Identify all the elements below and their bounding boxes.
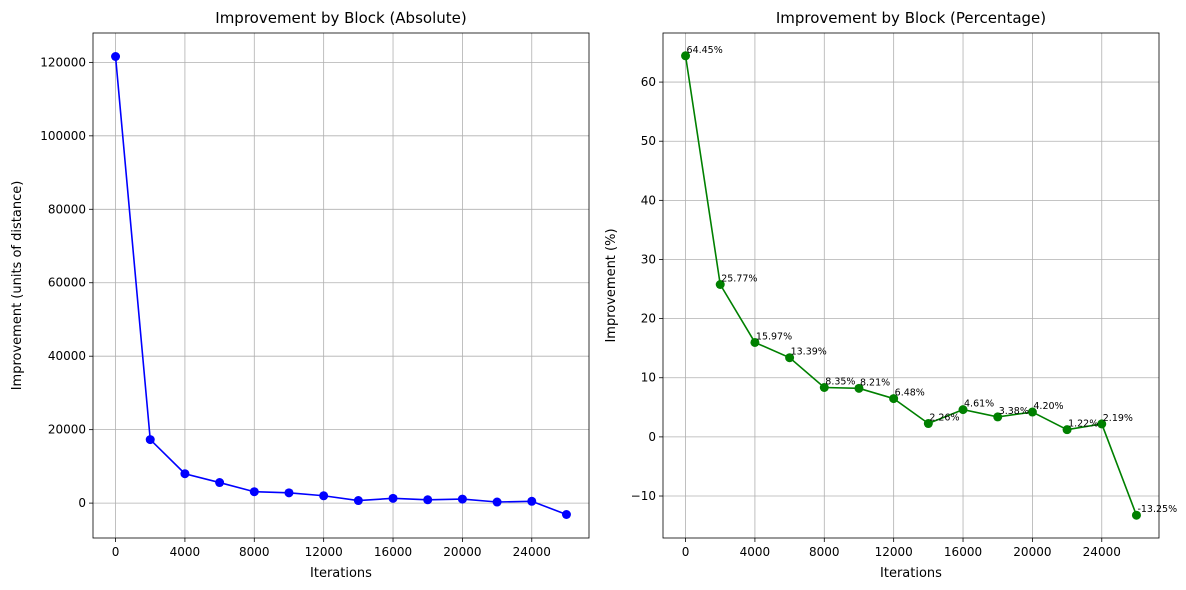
x-axis-label: Iterations [880, 566, 942, 581]
chart-panel-2: 0 4000 8000 12000 16000 20000 24000 −10 0 10 20 30 4… [604, 9, 1177, 581]
series-line [114, 56, 567, 516]
x-tick-label: 0 [112, 545, 120, 559]
series-line [684, 55, 1138, 516]
y-tick-label: 60 [641, 75, 656, 89]
y-tick-label: 60000 [48, 276, 86, 290]
y-tick-label: 0 [648, 430, 656, 444]
y-tick-label: 100000 [40, 129, 86, 143]
data-point [249, 487, 259, 497]
y-tick-label: 20000 [48, 423, 86, 437]
data-point [388, 493, 398, 503]
axes-frame [662, 32, 1160, 539]
data-label: 8.35% [825, 377, 855, 388]
data-label: -13.25% [1137, 504, 1177, 515]
data-point [527, 496, 537, 506]
x-tick-label: 12000 [305, 545, 343, 559]
data-point [1097, 419, 1107, 429]
data-label: 25.77% [721, 273, 757, 284]
y-tick-label: 0 [78, 496, 86, 510]
x-tick-label: 24000 [513, 545, 551, 559]
data-label: 3.38% [999, 406, 1029, 417]
data-point [681, 51, 691, 61]
data-point [923, 419, 933, 429]
data-point [715, 279, 725, 289]
x-tick-label: 8000 [239, 545, 270, 559]
data-label: 4.61% [964, 399, 994, 410]
x-tick-label: 20000 [443, 545, 481, 559]
data-point [1131, 510, 1141, 520]
y-tick-label: 20 [641, 312, 656, 326]
data-point [561, 509, 571, 519]
data-point [1027, 407, 1037, 417]
data-point [889, 394, 899, 404]
data-point [854, 383, 864, 393]
data-point [958, 405, 968, 415]
data-point [785, 353, 795, 363]
y-tick-label: 120000 [40, 55, 86, 69]
chart-title: Improvement by Block (Percentage) [776, 9, 1046, 27]
data-label: 8.21% [860, 377, 890, 388]
y-tick-label: 30 [641, 252, 656, 266]
data-point [423, 495, 433, 505]
data-label: 6.48% [895, 388, 925, 399]
axes-frame [92, 32, 590, 539]
y-axis-label: Improvement (%) [604, 228, 619, 342]
data-label: 1.22% [1068, 419, 1098, 430]
data-label: 13.39% [791, 347, 827, 358]
x-tick-label: 16000 [374, 545, 412, 559]
x-tick-label: 0 [682, 545, 690, 559]
y-tick-label: 80000 [48, 202, 86, 216]
y-tick-label: −10 [631, 489, 656, 503]
x-axis-label: Iterations [310, 566, 372, 581]
y-tick-label: 50 [641, 134, 656, 148]
x-tick-label: 24000 [1083, 545, 1121, 559]
data-point [492, 497, 502, 507]
data-point [1062, 425, 1072, 435]
x-tick-label: 4000 [740, 545, 771, 559]
chart-panel-1: 0 4000 8000 12000 16000 20000 24000 0 20000 40000… [10, 9, 590, 581]
y-tick-label: 10 [641, 371, 656, 385]
x-tick-label: 4000 [170, 545, 201, 559]
data-point [819, 383, 829, 393]
data-label: 4.20% [1033, 401, 1063, 412]
y-axis-label: Improvement (units of distance) [10, 181, 25, 391]
data-label: 15.97% [756, 331, 792, 342]
data-point [180, 469, 190, 479]
data-point [284, 488, 294, 498]
data-point [215, 478, 225, 488]
x-tick-label: 12000 [875, 545, 913, 559]
data-point [993, 412, 1003, 422]
data-point [111, 52, 121, 62]
data-label: 2.26% [929, 413, 959, 424]
y-tick-label: 40 [641, 193, 656, 207]
data-point [145, 435, 155, 445]
data-point [319, 491, 329, 501]
x-tick-label: 8000 [809, 545, 840, 559]
data-point [750, 337, 760, 347]
y-tick-label: 40000 [48, 349, 86, 363]
data-label: 2.19% [1103, 413, 1133, 424]
data-point [457, 494, 467, 504]
data-point [353, 496, 363, 506]
x-tick-label: 20000 [1013, 545, 1051, 559]
data-label: 64.45% [687, 45, 723, 56]
x-tick-label: 16000 [944, 545, 982, 559]
chart-title: Improvement by Block (Absolute) [215, 9, 466, 27]
